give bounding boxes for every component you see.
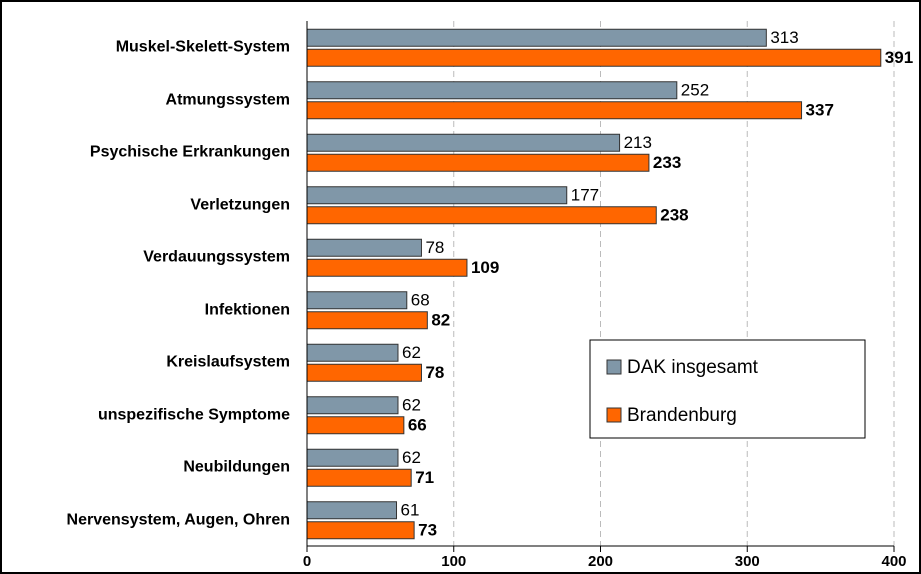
bar [306, 238, 422, 257]
legend-label: Brandenburg [627, 405, 737, 426]
value-label: 177 [571, 186, 599, 205]
value-label: 62 [402, 343, 421, 362]
bar [306, 81, 678, 100]
category-label: Kreislaufsystem [166, 353, 290, 371]
bar [306, 311, 428, 330]
value-label: 78 [425, 238, 444, 257]
bar [306, 206, 657, 225]
value-label: 78 [425, 363, 444, 382]
category-label: Verdauungssystem [143, 248, 290, 266]
category-label: Muskel-Skelett-System [115, 38, 290, 56]
bar [306, 363, 422, 382]
bar [306, 133, 621, 152]
value-label: 313 [770, 28, 798, 47]
category-label: Infektionen [204, 301, 290, 319]
x-tick-label: 0 [303, 553, 311, 570]
value-label: 68 [411, 291, 430, 310]
category-label: Psychische Erkrankungen [89, 143, 290, 161]
legend-swatch [606, 407, 622, 423]
value-label: 238 [660, 206, 688, 225]
bar [306, 468, 412, 487]
bar [306, 416, 405, 435]
bar [306, 521, 415, 540]
value-label: 62 [402, 396, 421, 415]
x-tick-label: 300 [735, 553, 760, 570]
x-tick-label: 100 [441, 553, 466, 570]
value-label: 73 [418, 521, 437, 540]
bar [306, 101, 803, 120]
bar [306, 501, 398, 520]
value-label: 109 [471, 258, 499, 277]
legend-label: DAK insgesamt [627, 357, 759, 378]
bar [306, 258, 468, 277]
value-label: 213 [624, 133, 652, 152]
value-label: 82 [431, 311, 450, 330]
value-label: 71 [415, 468, 434, 487]
bar [306, 48, 882, 67]
value-label: 337 [806, 101, 834, 120]
x-tick-label: 200 [588, 553, 613, 570]
x-tick-label: 400 [881, 553, 906, 570]
bar [306, 186, 568, 205]
value-label: 61 [401, 501, 420, 520]
bar [306, 448, 399, 467]
category-label: Neubildungen [183, 458, 290, 476]
bar [306, 28, 767, 47]
category-label: Atmungssystem [165, 91, 290, 109]
category-label: Nervensystem, Augen, Ohren [66, 511, 290, 529]
value-label: 62 [402, 448, 421, 467]
legend-box [589, 339, 866, 439]
legend-swatch [606, 359, 622, 375]
bar [306, 153, 650, 172]
value-label: 252 [681, 81, 709, 100]
bar [306, 343, 399, 362]
bar [306, 396, 399, 415]
value-label: 66 [408, 416, 427, 435]
value-label: 391 [885, 48, 913, 67]
bar [306, 291, 408, 310]
category-label: unspezifische Symptome [97, 406, 290, 424]
category-label: Verletzungen [190, 196, 290, 214]
value-label: 233 [653, 153, 681, 172]
